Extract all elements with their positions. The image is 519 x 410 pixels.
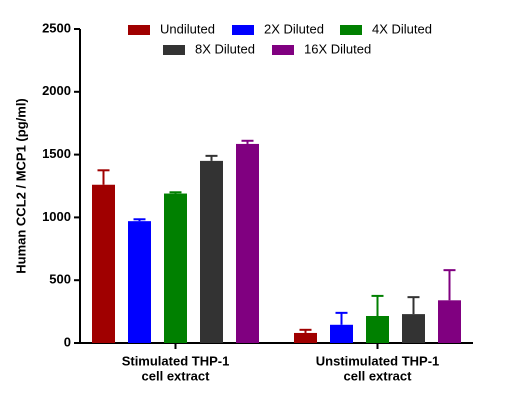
legend-label: 2X Diluted <box>264 21 324 36</box>
bar <box>128 221 151 343</box>
bar <box>330 324 353 343</box>
bar <box>200 160 223 343</box>
bar <box>164 193 187 343</box>
y-tick-label: 1500 <box>42 146 71 161</box>
x-tick-label: cell extract <box>142 368 211 383</box>
x-tick-label: Unstimulated THP-1 <box>316 353 440 368</box>
legend-swatch <box>163 45 185 55</box>
legend-label: 8X Diluted <box>195 41 255 56</box>
x-tick-label: cell extract <box>344 368 413 383</box>
error-bar <box>443 269 456 301</box>
error-bar <box>407 296 420 315</box>
y-tick-label: 2000 <box>42 83 71 98</box>
error-bar <box>97 169 110 185</box>
x-tick-label: Stimulated THP-1 <box>122 353 230 368</box>
y-tick-label: 0 <box>64 334 71 349</box>
error-bar <box>205 154 218 161</box>
y-axis-title: Human CCL2 / MCP1 (pg/ml) <box>13 98 28 274</box>
legend-label: Undiluted <box>160 21 215 36</box>
legend-swatch <box>232 25 254 35</box>
error-bar <box>169 191 182 194</box>
y-tick-label: 1000 <box>42 209 71 224</box>
bar <box>236 143 259 343</box>
bar <box>402 314 425 343</box>
legend-swatch <box>128 25 150 35</box>
bar <box>438 300 461 343</box>
error-bar <box>241 139 254 144</box>
legend-label: 4X Diluted <box>372 21 432 36</box>
error-bar <box>335 311 348 325</box>
legend-swatch <box>340 25 362 35</box>
y-tick-label: 2500 <box>42 20 71 35</box>
y-tick-label: 500 <box>49 272 71 287</box>
bar <box>366 315 389 343</box>
legend-swatch <box>272 45 294 55</box>
error-bar <box>133 218 146 222</box>
bar <box>294 332 317 343</box>
error-bar <box>299 328 312 333</box>
bar <box>92 184 115 343</box>
legend-label: 16X Diluted <box>304 41 371 56</box>
error-bar <box>371 294 384 316</box>
